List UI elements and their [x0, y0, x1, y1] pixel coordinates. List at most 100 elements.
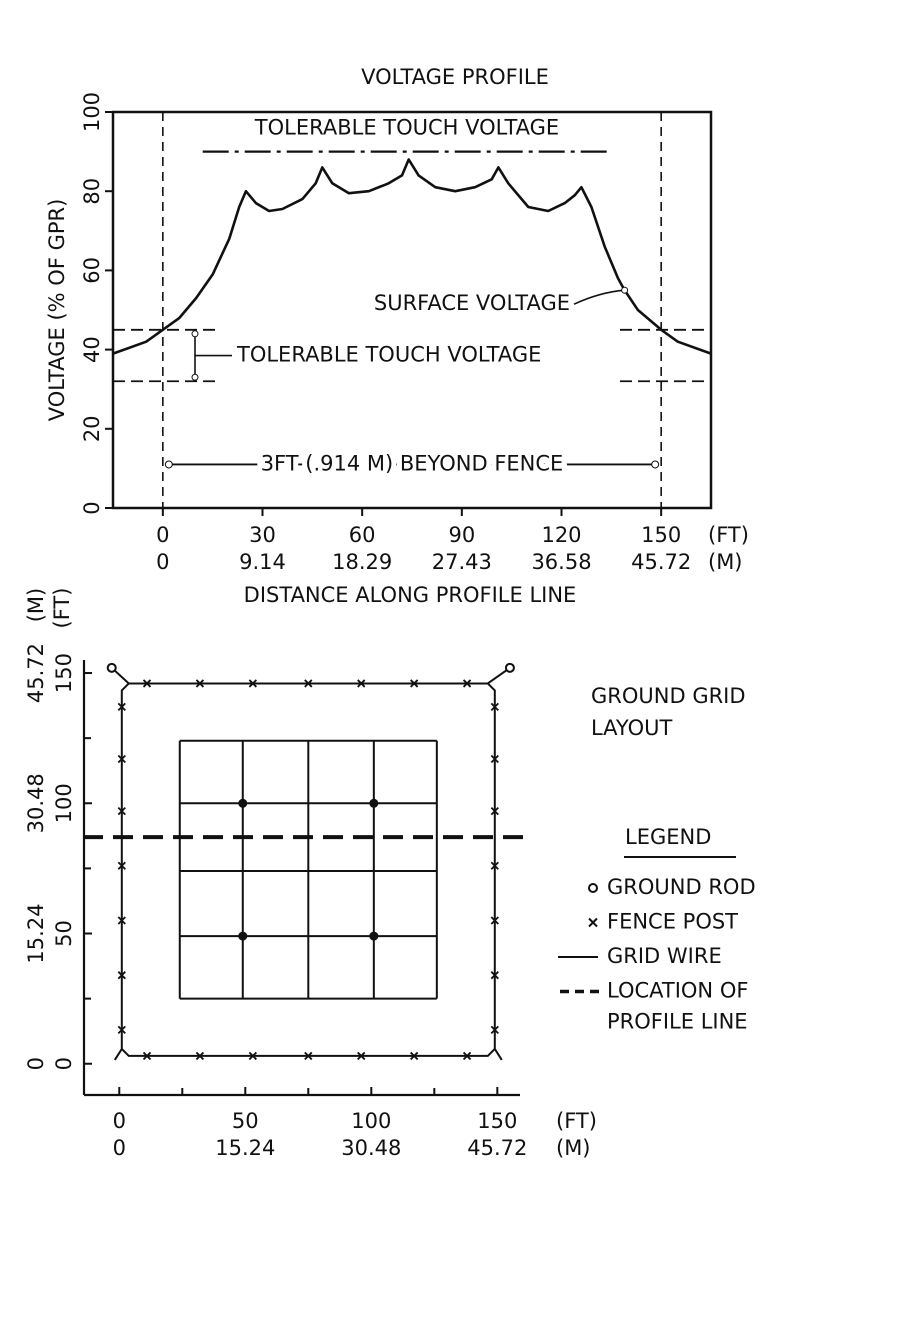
x-tick-label-metric: 45.72	[631, 550, 691, 574]
y-tick-label-metric: 0	[24, 1057, 48, 1070]
fence-post	[117, 1025, 126, 1035]
fence-post	[490, 971, 499, 980]
fence-post	[357, 1051, 366, 1061]
y-tick-label: 20	[80, 415, 104, 442]
x-unit: (FT)	[708, 523, 749, 547]
dimension-end	[164, 460, 173, 469]
fence-post	[462, 1051, 472, 1061]
legend-title: LEGEND	[625, 825, 711, 849]
x-tick-label: 100	[351, 1109, 391, 1133]
y-tick-label: 0	[80, 501, 104, 514]
legend-label: GRID WIRE	[607, 944, 722, 968]
legend-label: LOCATION OF	[607, 979, 748, 1003]
x-tick-label-metric: 15.24	[215, 1136, 275, 1160]
fence-post	[462, 679, 472, 688]
y-tick-label: 150	[52, 653, 76, 693]
fence-post	[195, 679, 205, 688]
y-tick-label: 80	[80, 178, 104, 205]
x-tick-label-metric: 9.14	[239, 550, 286, 574]
legend-label: GROUND ROD	[607, 875, 756, 899]
fence-post	[117, 916, 126, 925]
fence-post	[410, 1051, 419, 1061]
x-tick-label: 50	[232, 1109, 259, 1133]
touch-voltage-label: TOLERABLE TOUCH VOLTAGE	[254, 116, 559, 140]
x-tick-label: 150	[641, 523, 681, 547]
fence	[113, 682, 503, 1061]
fence-post	[304, 1051, 313, 1061]
chart-title: VOLTAGE PROFILE	[361, 65, 549, 89]
grid-rod	[369, 798, 379, 808]
dimension-label: 3FT (.914 M) BEYOND FENCE	[261, 451, 564, 475]
x-tick-label: 90	[448, 523, 475, 547]
x-tick-label: 0	[156, 523, 169, 547]
legend-label: FENCE POST	[607, 910, 738, 934]
y-tick-label: 0	[52, 1057, 76, 1070]
dimension-end	[651, 460, 660, 469]
surface-voltage-point	[621, 286, 629, 294]
y-tick-label: 60	[80, 257, 104, 284]
band-label: TOLERABLE TOUCH VOLTAGE	[236, 343, 541, 367]
layout-title: GROUND GRID	[591, 684, 746, 708]
layout-title: LAYOUT	[591, 716, 672, 740]
legend-label: PROFILE LINE	[607, 1010, 748, 1034]
x-unit-metric: (M)	[556, 1136, 591, 1160]
plot-frame	[111, 110, 713, 510]
ground-rod	[504, 662, 515, 673]
x-axis-label: DISTANCE ALONG PROFILE LINE	[244, 583, 577, 607]
fence-post	[117, 754, 126, 764]
fence-post	[117, 702, 126, 712]
fence-post	[248, 679, 257, 688]
x-tick-label-metric: 18.29	[332, 550, 392, 574]
fence-post	[490, 861, 499, 870]
y-tick-label: 40	[80, 336, 104, 363]
legend-post	[588, 917, 598, 928]
y-unit-metric: (M)	[24, 588, 48, 623]
fence-post	[117, 861, 126, 870]
x-tick-label: 30	[249, 523, 276, 547]
fence-post	[117, 806, 126, 816]
x-tick-label: 120	[541, 523, 581, 547]
y-unit: (FT)	[50, 588, 74, 629]
y-tick-label-metric: 45.72	[24, 643, 48, 703]
x-tick-label-metric: 30.48	[341, 1136, 401, 1160]
fence-post	[357, 679, 366, 688]
fence-post	[410, 679, 419, 688]
x-tick-label-metric: 45.72	[467, 1136, 527, 1160]
ground-rod	[106, 662, 117, 673]
x-tick-label: 0	[113, 1109, 126, 1133]
x-tick-label-metric: 27.43	[432, 550, 492, 574]
y-tick-label: 100	[52, 783, 76, 823]
x-tick-label-metric: 36.58	[531, 550, 591, 574]
x-unit-metric: (M)	[708, 550, 743, 574]
fence-post	[490, 916, 499, 925]
legend-rod	[588, 883, 598, 893]
fence-post	[142, 1051, 152, 1061]
y-tick-label: 50	[52, 920, 76, 947]
surface-voltage-leader	[573, 289, 625, 305]
x-tick-label-metric: 0	[156, 550, 169, 574]
x-unit: (FT)	[556, 1109, 597, 1133]
y-tick-label: 100	[80, 92, 104, 132]
surface-voltage-curve	[112, 158, 712, 355]
fence-post	[490, 754, 499, 764]
fence-post	[142, 679, 152, 688]
fence-post	[195, 1051, 205, 1061]
fence-post	[490, 1025, 499, 1035]
x-tick-label: 150	[477, 1109, 517, 1133]
band-arrow-end	[191, 373, 199, 381]
y-tick-label-metric: 30.48	[24, 773, 48, 833]
x-tick-label: 60	[349, 523, 376, 547]
fence-post	[490, 806, 499, 816]
fence-post	[117, 971, 126, 980]
fence-post	[490, 702, 499, 712]
grid-rod	[369, 931, 379, 941]
grid-rod	[238, 931, 248, 941]
surface-voltage-label: SURFACE VOLTAGE	[374, 291, 570, 315]
y-tick-label-metric: 15.24	[24, 903, 48, 963]
band-arrow-end	[191, 330, 199, 338]
y-axis-label: VOLTAGE (% OF GPR)	[45, 199, 69, 422]
fence-post	[304, 679, 313, 688]
grid-rod	[238, 798, 248, 808]
x-tick-label-metric: 0	[113, 1136, 126, 1160]
